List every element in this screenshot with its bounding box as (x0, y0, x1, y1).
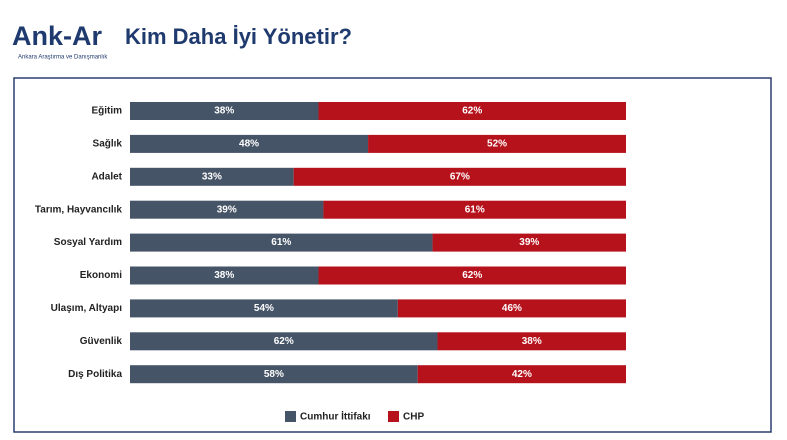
legend-swatch (285, 411, 296, 422)
category-label: Güvenlik (80, 336, 123, 347)
legend-swatch (388, 411, 399, 422)
value-label: 52% (487, 139, 507, 150)
bar-segment (417, 365, 626, 384)
bar-segment (130, 102, 319, 120)
category-label: Adalet (91, 171, 122, 182)
category-label: Ekonomi (80, 270, 122, 281)
chart-title: Kim Daha İyi Yönetir? (125, 24, 352, 49)
bar-segment (432, 233, 626, 252)
value-label: 42% (512, 369, 532, 380)
category-label: Sağlık (93, 139, 123, 150)
bar-segment (130, 332, 438, 351)
value-label: 38% (522, 336, 542, 347)
value-label: 46% (502, 303, 522, 314)
bar-segment (130, 134, 369, 153)
bar-segment (130, 365, 418, 384)
bar-segment (130, 167, 294, 186)
legend-label: Cumhur İttifakı (300, 410, 371, 423)
bar-segment (318, 102, 626, 120)
value-label: 38% (214, 106, 234, 117)
bar-segment (368, 134, 626, 153)
bar-segment (323, 200, 626, 219)
value-label: 33% (202, 171, 222, 182)
bar-segment (437, 332, 626, 351)
logo-name: Ank-Ar (12, 21, 102, 51)
category-label: Eğitim (91, 106, 122, 117)
legend-label: CHP (403, 412, 424, 423)
value-label: 39% (519, 237, 539, 248)
category-label: Ulaşım, Altyapı (51, 303, 123, 314)
logo-tagline: Ankara Araştırma ve Danışmanlık (18, 55, 108, 61)
value-label: 62% (462, 270, 482, 281)
category-label: Tarım, Hayvancılık (35, 204, 123, 215)
value-label: 39% (217, 204, 237, 215)
value-label: 62% (462, 106, 482, 117)
value-label: 54% (254, 303, 274, 314)
bar-segment (130, 200, 324, 219)
category-label: Sosyal Yardım (54, 237, 122, 248)
bar-segment (130, 233, 433, 252)
value-label: 38% (214, 270, 234, 281)
bar-segment (318, 266, 626, 285)
bar-segment (130, 299, 398, 318)
value-label: 48% (239, 139, 259, 150)
bar-segment (397, 299, 626, 318)
category-label: Dış Politika (68, 369, 122, 380)
bar-segment (130, 266, 319, 285)
value-label: 62% (274, 336, 294, 347)
bar-segment (293, 167, 626, 186)
value-label: 67% (450, 171, 470, 182)
value-label: 58% (264, 369, 284, 380)
value-label: 61% (465, 204, 485, 215)
value-label: 61% (271, 237, 291, 248)
